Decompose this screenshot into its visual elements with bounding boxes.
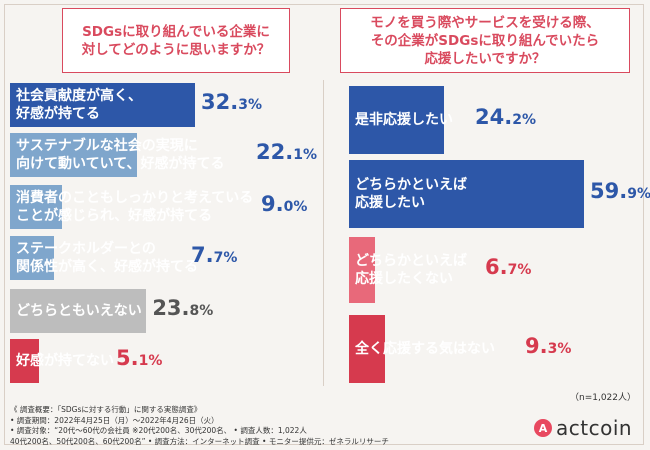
- left-bar-3-value-int: 7.: [191, 243, 214, 267]
- left-bar-0-label-line: 社会貢献度が高く、: [16, 88, 142, 104]
- left-bar-3: [10, 236, 55, 280]
- right-bar-1-label-line: どちらかといえば: [355, 177, 467, 193]
- left-bar-2-label: 消費者のこともしっかりと考えている ことが感じられ、好感が持てる: [16, 189, 253, 225]
- left-bar-2-label-line: ことが感じられ、好感が持てる: [16, 208, 213, 224]
- left-bar-4: [10, 289, 147, 333]
- left-bar-0-value-dec: 3%: [238, 97, 262, 113]
- right-bar-0: [349, 86, 444, 154]
- survey-footer: 《 調査概要：「SDGsに対する行動」に関する実態調査》 • 調査期間：2022…: [10, 405, 389, 447]
- right-bar-1-label: どちらかといえば 応援したい: [355, 176, 467, 212]
- panel-divider: [323, 80, 324, 386]
- right-question-line: 応援したいですか？: [424, 50, 546, 67]
- left-bar-5-value: 5.1%: [116, 346, 162, 370]
- left-bar-5-label-line: 好感が持てない: [16, 353, 114, 369]
- outer-frame: [4, 4, 644, 445]
- left-bar-4-label-line: どちらともいえない: [16, 303, 142, 319]
- right-bar-0-value-int: 24.: [475, 105, 513, 129]
- footer-line: 《 調査概要：「SDGsに対する行動」に関する実態調査》: [10, 405, 202, 414]
- left-bar-0-value: 32.3%: [201, 90, 262, 114]
- right-bar-3-label-line: 全く応援する気はない: [355, 341, 495, 357]
- left-bar-3-value-dec: 7%: [213, 250, 238, 266]
- footer-line: • 調査期間：2022年4月25日（月）～2022年4月26日（火）: [10, 415, 219, 425]
- actcoin-logo-icon: A: [534, 419, 552, 437]
- right-question-line: その企業がSDGsに取り組んでいたら: [370, 32, 600, 49]
- right-bar-2-value-dec: 7%: [507, 262, 532, 278]
- left-question-line: SDGsに取り組んでいる企業に: [82, 23, 270, 40]
- right-bar-1-value-int: 59.: [590, 179, 628, 203]
- left-bar-4-value-dec: 8%: [189, 303, 214, 319]
- footer-line: 40代200名、50代200名、60代200名” • 調査方法：インターネット調…: [10, 436, 389, 446]
- left-bar-5-label: 好感が持てない: [16, 352, 114, 370]
- right-bar-1-label-line: 応援したい: [355, 195, 425, 211]
- actcoin-logo: A actcoin: [534, 416, 632, 440]
- left-bar-1-label-line: サステナブルな社会の実現に: [16, 138, 198, 154]
- right-bar-3-value: 9.3%: [525, 334, 571, 358]
- right-bar-0-value: 24.2%: [475, 105, 536, 129]
- actcoin-logo-text: actcoin: [556, 416, 633, 440]
- right-bar-3-label: 全く応援する気はない: [355, 340, 495, 358]
- left-bar-0-label-line: 好感が持てる: [16, 106, 100, 122]
- left-bar-3-label-line: ステークホルダーとの: [16, 241, 156, 257]
- right-bar-2-label-line: どちらかといえば: [355, 253, 467, 269]
- right-bar-1-value: 59.9%: [590, 179, 650, 203]
- left-bar-0: [10, 83, 195, 127]
- right-bar-0-value-dec: 2%: [512, 112, 536, 128]
- left-bar-4-value: 23.8%: [152, 296, 213, 320]
- left-bar-4-value-int: 23.: [152, 296, 190, 320]
- right-bar-2-value: 6.7%: [485, 255, 531, 279]
- right-question-box: モノを買う際やサービスを受ける際、 その企業がSDGsに取り組んでいたら 応援し…: [340, 8, 630, 73]
- left-bar-3-label-line: 関係性が高く、好感が持てる: [16, 259, 198, 275]
- right-question-line: モノを買う際やサービスを受ける際、: [370, 14, 600, 31]
- left-bar-1: [10, 133, 137, 177]
- left-bar-2-value-dec: 0%: [283, 199, 308, 215]
- left-bar-3-label: ステークホルダーとの関係性が高く、好感が持てる: [16, 240, 198, 276]
- right-bar-3-value-int: 9.: [525, 334, 548, 358]
- right-bar-2: [349, 237, 376, 303]
- right-bar-2-label-line: 応援したくない: [355, 271, 453, 287]
- right-bar-2-label: どちらかといえば 応援したくない: [355, 252, 467, 288]
- left-question-line: 対してどのように思いますか？: [81, 41, 271, 58]
- left-bar-3-value: 7.7%: [191, 243, 237, 267]
- left-bar-2: [10, 185, 62, 229]
- right-bar-2-value-int: 6.: [485, 255, 508, 279]
- left-bar-2-value: 9.0%: [261, 192, 307, 216]
- sample-size-note: （n=1,022人）: [569, 393, 636, 403]
- right-bar-3-value-dec: 3%: [547, 341, 572, 357]
- left-bar-2-label-line: 消費者のこともしっかりと考えている: [16, 190, 254, 206]
- left-bar-5-value-dec: 1%: [138, 353, 163, 369]
- left-question-box: SDGsに取り組んでいる企業に 対してどのように思いますか？: [62, 8, 290, 73]
- right-bar-0-label-line: 是非応援したい: [355, 112, 453, 128]
- left-bar-0-value-int: 32.: [201, 90, 239, 114]
- right-bar-1: [349, 160, 584, 228]
- left-bar-1-value-dec: 1%: [293, 147, 317, 163]
- left-bar-5-value-int: 5.: [116, 346, 139, 370]
- left-bar-5: [10, 339, 40, 383]
- left-bar-0-label: 社会貢献度が高く、 好感が持てる: [16, 87, 142, 123]
- right-bar-3: [349, 315, 386, 383]
- left-bar-1-value-int: 22.: [256, 140, 294, 164]
- left-bar-1-label: サステナブルな社会の実現に向けて動いていて、好感が持てる: [16, 137, 224, 173]
- footer-line: • 調査対象：“20代～60代の会社員 ※20代200名、30代200名、 • …: [10, 426, 307, 435]
- left-bar-1-value: 22.1%: [256, 140, 317, 164]
- left-bar-1-label-line: 向けて動いていて、好感が持てる: [16, 156, 225, 172]
- right-bar-1-value-dec: 9%: [627, 186, 650, 202]
- left-bar-4-label: どちらともいえない: [16, 302, 142, 320]
- left-bar-2-value-int: 9.: [261, 192, 284, 216]
- right-bar-0-label: 是非応援したい: [355, 111, 453, 129]
